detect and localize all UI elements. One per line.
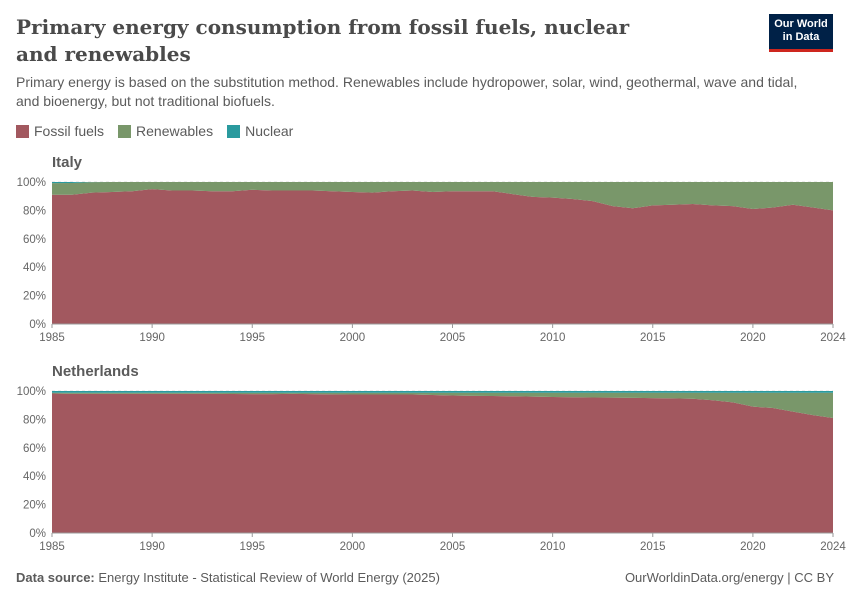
x-tick-label: 2000 [340,541,366,553]
panel-title: Italy [52,154,83,171]
panel-italy: Italy 0% 20% 40% 60% 80% 100% 1985 1990 1995 2000 2… [17,154,847,344]
y-tick-label: 20% [23,291,46,303]
area-nuclear[interactable] [52,391,833,393]
source-label: Data source: [16,570,95,585]
x-tick-label: 2024 [820,541,846,553]
x-tick-label: 2010 [540,541,566,553]
y-tick-label: 40% [23,471,46,483]
legend-item-fossil[interactable]: Fossil fuels [16,123,104,139]
legend-item-nuclear[interactable]: Nuclear [227,123,293,139]
x-tick-label: 2005 [440,332,466,344]
chart-title: Primary energy consumption from fossil f… [16,15,630,66]
x-tick-label: 1985 [39,332,65,344]
owid-logo[interactable]: Our World in Data [769,14,833,52]
y-tick-label: 60% [23,443,46,455]
panel-title: Netherlands [52,363,139,380]
x-tick-label: 1990 [139,541,165,553]
panel-netherlands: Netherlands 0% 20% 40% 60% 80% 100% 1985 1990 199… [17,363,847,553]
area-fossil-fuels[interactable] [52,189,833,324]
footer-url[interactable]: OurWorldinData.org/energy | CC BY [624,570,834,585]
area-renewables[interactable] [52,182,833,211]
area-fossil-fuels[interactable] [52,393,833,533]
legend-label: Fossil fuels [34,123,105,139]
x-tick-label: 1995 [239,541,265,553]
legend-label: Nuclear [245,123,294,139]
x-tick-label: 1990 [139,332,165,344]
y-tick-label: 40% [23,262,46,274]
x-tick-label: 2005 [440,541,466,553]
legend: Fossil fuels Renewables Nuclear [16,123,293,139]
legend-item-renewables[interactable]: Renewables [118,123,213,139]
legend-swatch [118,124,132,138]
x-tick-label: 2015 [640,332,666,344]
y-tick-label: 80% [23,205,46,217]
y-tick-label: 0% [29,319,46,331]
legend-swatch [227,124,241,138]
y-tick-label: 0% [29,528,46,540]
y-tick-label: 60% [23,234,46,246]
x-tick-label: 1985 [39,541,65,553]
x-tick-label: 2015 [640,541,666,553]
y-tick-label: 80% [23,414,46,426]
footer-source: Data source: Energy Institute - Statisti… [16,570,440,585]
y-tick-label: 100% [17,386,46,398]
x-tick-label: 2024 [820,332,846,344]
y-tick-label: 20% [23,500,46,512]
area-renewables[interactable] [52,392,833,418]
legend-label: Renewables [136,123,214,139]
x-tick-label: 2020 [740,541,766,553]
x-tick-label: 2000 [340,332,366,344]
legend-swatch [16,124,29,138]
y-tick-label: 100% [17,177,46,189]
x-tick-label: 2010 [540,332,566,344]
source-text[interactable]: Energy Institute - Statistical Review of… [98,570,440,585]
x-tick-label: 2020 [740,332,766,344]
x-tick-label: 1995 [239,332,265,344]
chart-subtitle: Primary energy is based on the substitut… [16,74,798,109]
